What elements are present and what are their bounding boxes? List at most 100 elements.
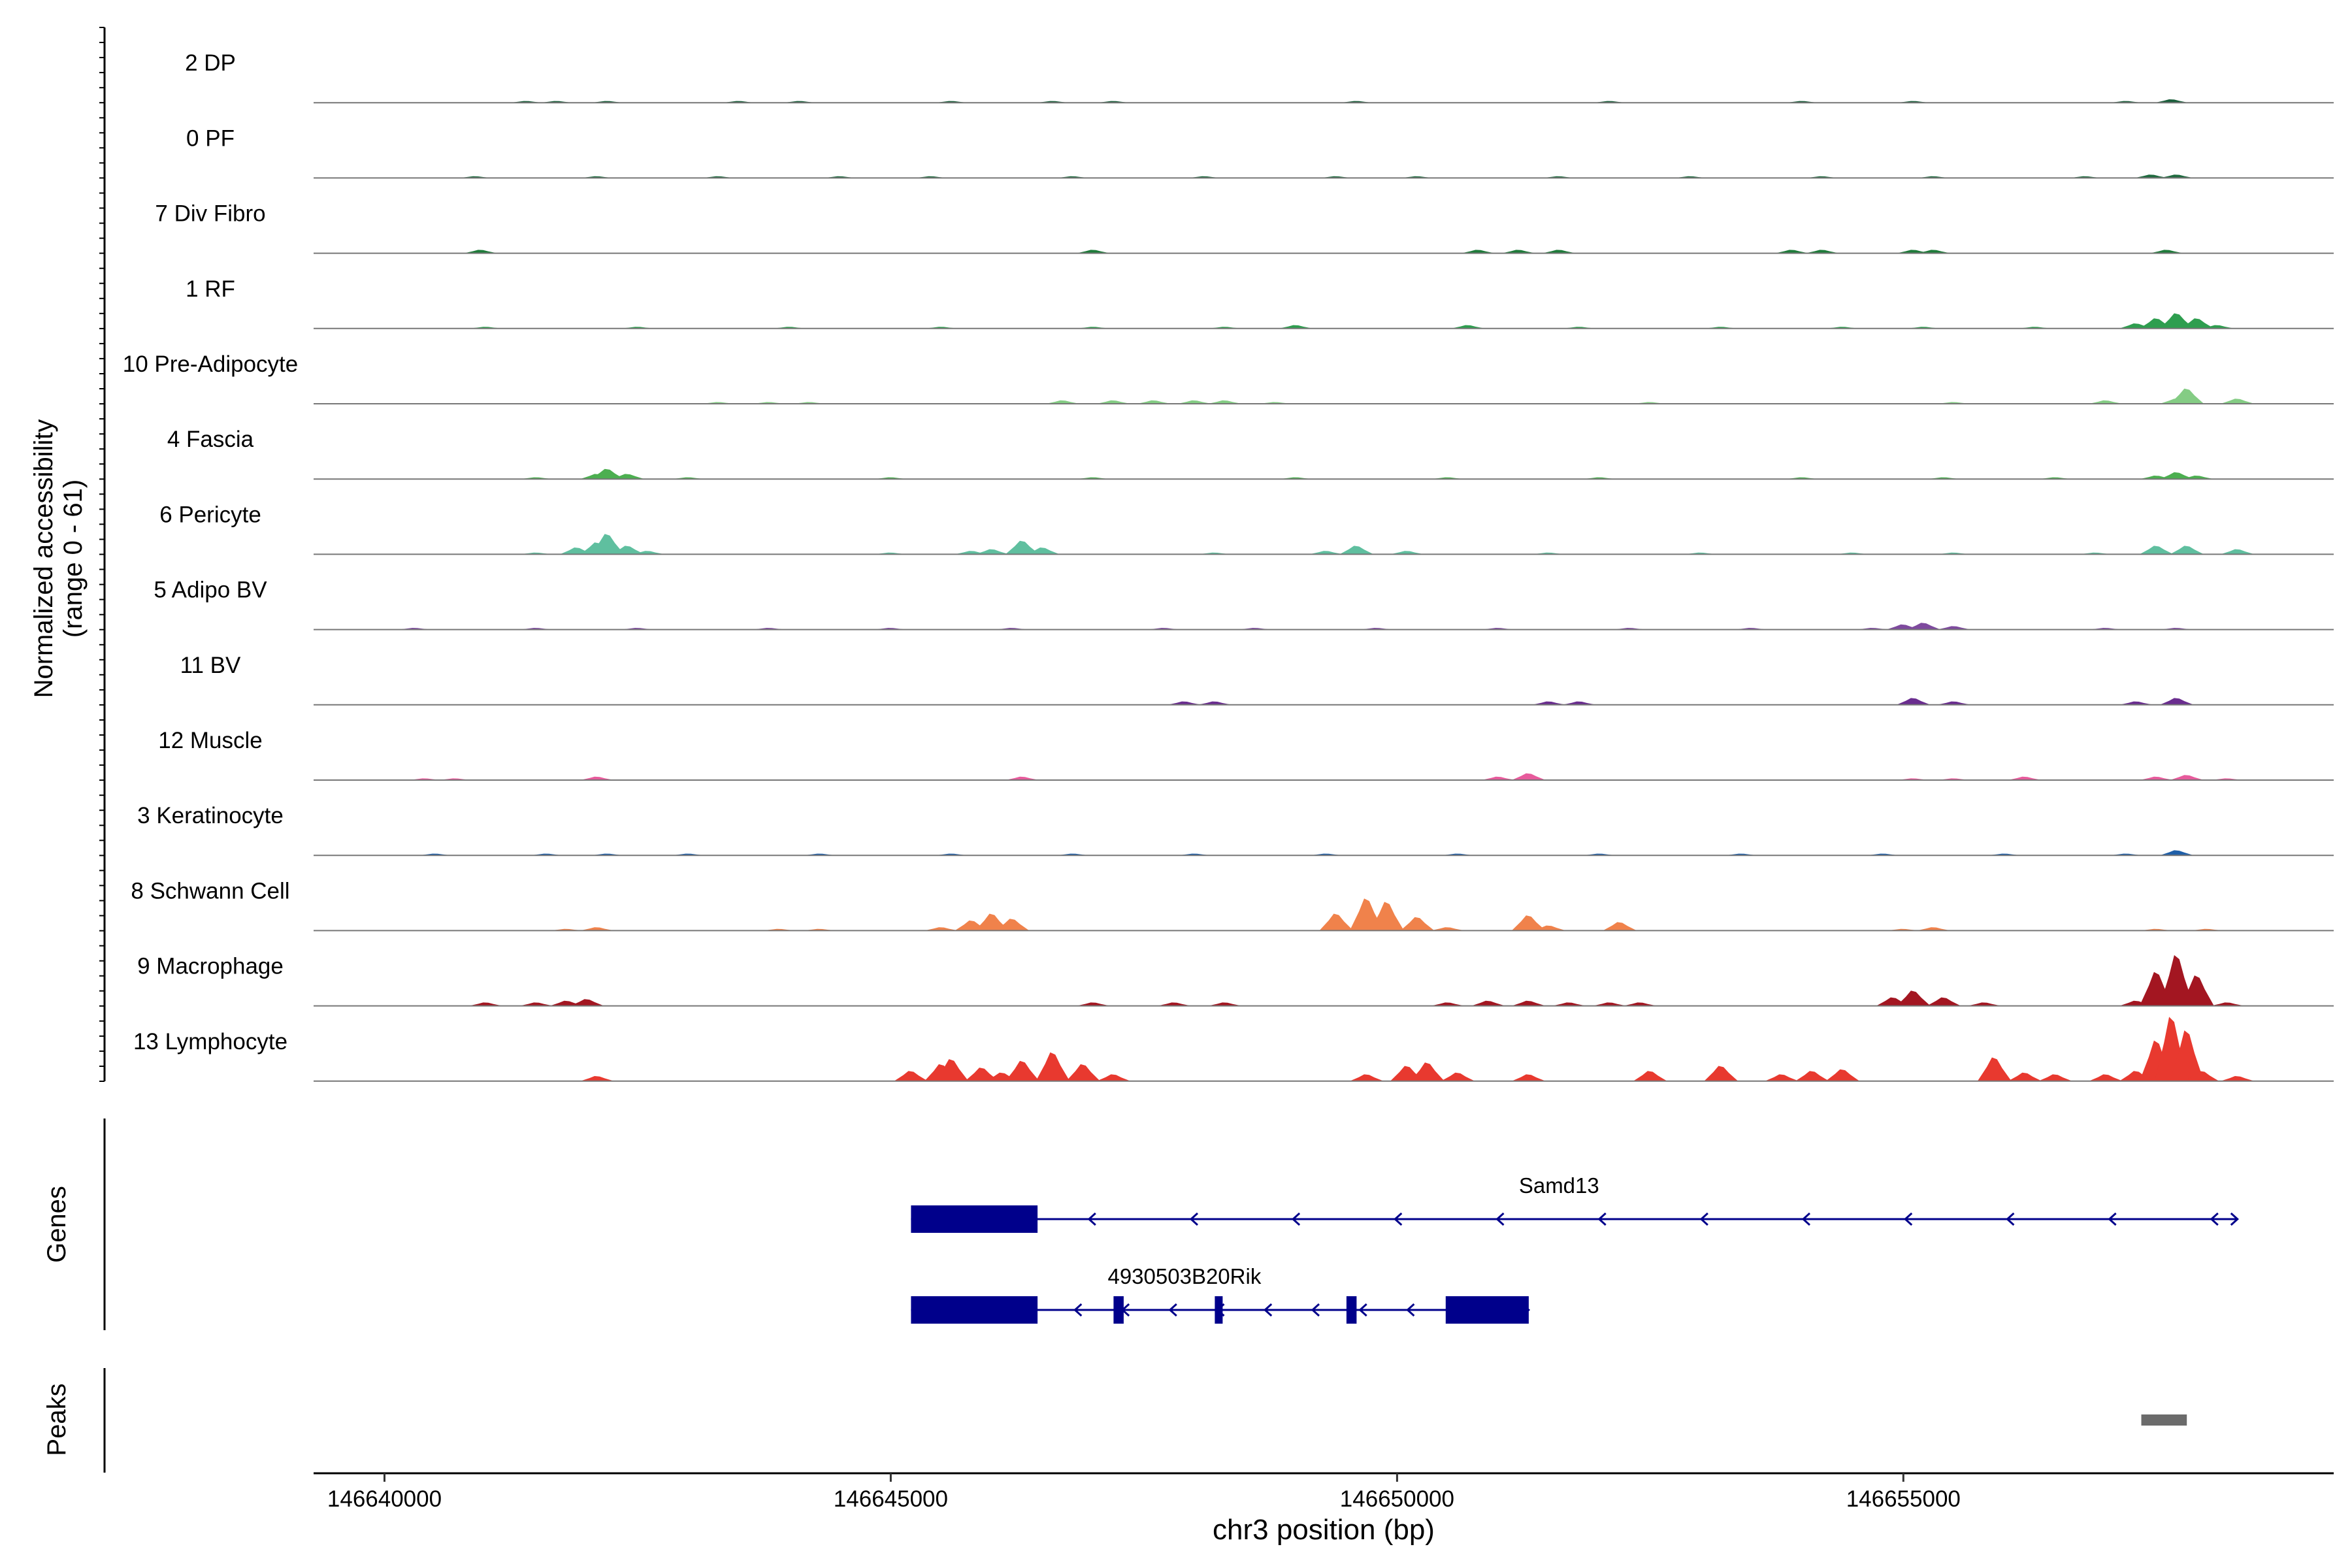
coverage-peak	[2119, 701, 2153, 705]
coverage-peak	[2139, 776, 2174, 780]
coverage-peak	[924, 927, 958, 931]
track-label: 3 Keratinocyte	[137, 803, 284, 828]
coverage-peak	[1025, 547, 1060, 555]
strand-arrow	[1189, 1212, 1199, 1226]
coverage-peak	[1369, 902, 1404, 931]
coverage-peak	[2159, 313, 2194, 329]
coverage-peak	[2170, 1030, 2204, 1081]
coverage-peak	[1096, 1074, 1131, 1081]
coverage-peak	[1825, 1069, 1860, 1081]
coverage-peak	[1036, 1052, 1070, 1081]
coverage-peak	[580, 1076, 614, 1081]
track-label: 7 Div Fibro	[155, 201, 265, 227]
strand-arrow	[1406, 1303, 1415, 1317]
coverage-peak	[590, 468, 625, 480]
coverage-peak	[1137, 400, 1171, 404]
coverage-peak	[2170, 775, 2204, 780]
coverage-peak	[1207, 400, 1242, 404]
track-7-div-fibro: 7 Div Fibro	[155, 201, 2334, 254]
x-tick-label: 146650000	[1340, 1486, 1454, 1512]
coverage-peak	[2200, 325, 2234, 329]
coverage-peak	[1916, 927, 1951, 931]
track-label: 10 Pre-Adipocyte	[123, 351, 298, 377]
track-label: 12 Muscle	[158, 728, 263, 753]
coverage-peak	[463, 250, 498, 253]
coverage-peak	[2008, 776, 2042, 780]
coverage-peak	[1633, 1071, 1667, 1081]
gene-exon	[1113, 1296, 1124, 1324]
coverage-peak	[1096, 400, 1131, 404]
x-tick-label: 146645000	[834, 1486, 948, 1512]
coverage-peak	[1623, 1002, 1658, 1006]
coverage-peak	[1076, 250, 1111, 253]
coverage-peak	[1005, 1060, 1039, 1081]
coverage-peak	[580, 927, 614, 931]
strand-arrow	[2230, 1212, 2240, 1226]
coverage-peak	[1896, 698, 1931, 705]
strand-arrow	[2210, 1212, 2219, 1226]
track-label: 0 PF	[186, 125, 235, 151]
track-6-pericyte: 6 Pericyte	[159, 502, 2334, 555]
track-10-pre-adipocyte: 10 Pre-Adipocyte	[123, 351, 2334, 404]
gene-name-label: 4930503B20Rik	[1107, 1264, 1261, 1288]
coverage-peak	[2185, 1071, 2219, 1081]
strand-arrow	[1358, 1303, 1367, 1317]
coverage-peak	[1511, 773, 1546, 780]
coverage-peak	[1076, 1002, 1111, 1006]
track-13-lymphocyte: 13 Lymphocyte	[133, 1017, 2334, 1082]
track-9-macrophage: 9 Macrophage	[137, 954, 2334, 1007]
coverage-peak	[1207, 1002, 1242, 1006]
track-11-bv: 11 BV	[180, 653, 2334, 706]
x-tick-label: 146640000	[327, 1486, 442, 1512]
strand-arrow	[1087, 1212, 1096, 1226]
strand-arrow	[1073, 1303, 1083, 1317]
coverage-peak	[1603, 922, 1637, 931]
coverage-peak	[1461, 250, 1495, 253]
coverage-peak	[590, 534, 625, 555]
coverage-peak	[1774, 250, 1809, 253]
coverage-peak	[1471, 1000, 1505, 1006]
coverage-peak	[2180, 975, 2214, 1006]
coverage-peak	[1967, 1002, 2002, 1006]
y-axis	[99, 27, 106, 1082]
gene-exon	[1445, 1296, 1529, 1324]
coverage-peak	[1157, 1002, 1192, 1006]
coverage-peak	[1916, 250, 1951, 253]
coverage-peak	[964, 1068, 999, 1081]
coverage-peak	[1319, 913, 1354, 931]
strand-arrow	[2006, 1212, 2015, 1226]
gene-exon	[911, 1296, 1038, 1324]
gene-samd13: Samd13	[911, 1173, 2240, 1233]
peaks-panel-label: Peaks	[42, 1383, 71, 1456]
coverage-peak	[2089, 400, 2123, 404]
track-label: 9 Macrophage	[137, 954, 284, 979]
gene-name-label: Samd13	[1519, 1173, 1599, 1198]
strand-arrow	[1311, 1303, 1320, 1317]
coverage-peak	[1167, 701, 1201, 705]
coverage-peak	[2134, 174, 2168, 178]
coverage-peak	[975, 913, 1009, 931]
coverage-peak	[995, 919, 1030, 931]
strand-arrow	[1291, 1212, 1301, 1226]
coverage-peak	[2155, 99, 2189, 103]
strand-arrow	[1801, 1212, 1811, 1226]
coverage-peak	[610, 474, 645, 480]
coverage-peak	[2170, 388, 2204, 404]
coverage-peak	[1390, 551, 1424, 555]
strand-arrow	[1597, 1212, 1607, 1226]
gene-exon	[1346, 1296, 1357, 1324]
coverage-peak	[2170, 546, 2204, 555]
coverage-peak	[468, 1002, 503, 1006]
coverage-peak	[519, 1002, 553, 1006]
coverage-peak	[580, 776, 614, 780]
coverage-peak	[2220, 1076, 2255, 1081]
strand-arrow	[1903, 1212, 1913, 1226]
coverage-peak	[1481, 776, 1516, 780]
track-label: 2 DP	[185, 50, 236, 76]
coverage-peak	[1198, 701, 1232, 705]
coverage-peak	[1005, 776, 1039, 780]
coverage-peak	[1552, 1002, 1586, 1006]
track-5-adipo-bv: 5 Adipo BV	[154, 578, 2334, 630]
coverage-peak	[2008, 1072, 2042, 1081]
